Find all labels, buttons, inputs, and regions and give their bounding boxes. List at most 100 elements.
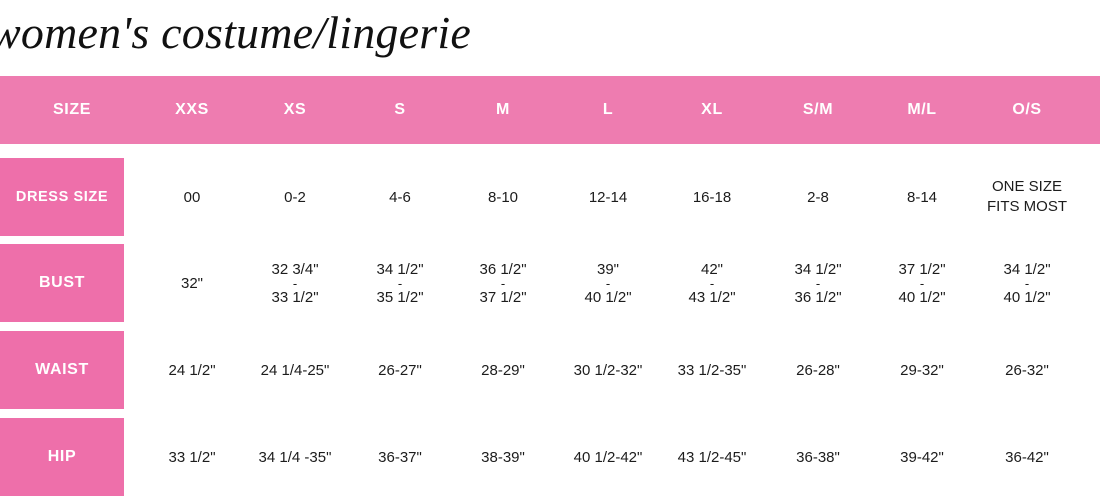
cell-bust-s: 34 1/2" -35 1/2": [338, 244, 462, 322]
cell-line: 36 1/2": [479, 260, 527, 278]
cell-line: -: [1024, 275, 1030, 291]
cell-line: FITS MOST: [987, 198, 1067, 215]
cell-dress-size-ml: 8-14: [860, 158, 984, 236]
cell-line: -: [500, 275, 506, 291]
cell-dress-size-xs: 0-2: [233, 158, 357, 236]
cell-line: 39": [596, 260, 619, 278]
cell-line: 36-42": [1005, 448, 1049, 466]
column-header-m: M: [496, 101, 510, 118]
cell-bust-xl: 42" -43 1/2": [650, 244, 774, 322]
cell-line: ONE SIZE: [991, 178, 1062, 195]
table-header-row: SIZE XXS XS S M L XL S/M M/L O/S: [0, 76, 1100, 144]
cell-line: 26-28": [796, 361, 840, 379]
table-row: DRESS SIZE 00 0-2 4-6 8-10 12-14 16-18 2-8 8-14 O…: [0, 158, 1100, 236]
column-header-size: SIZE: [53, 101, 91, 118]
cell-line: 37 1/2": [479, 288, 527, 306]
cell-line: -: [815, 275, 821, 291]
cell-waist-xs: 24 1/4-25": [233, 331, 357, 409]
cell-line: 30 1/2-32": [573, 361, 643, 379]
cell-line: 0-2: [284, 188, 306, 206]
cell-line: 4-6: [389, 188, 411, 206]
cell-hip-os: 36-42": [965, 418, 1089, 496]
cell-line: 24 1/2": [168, 361, 216, 379]
cell-hip-xxs: 33 1/2": [130, 418, 254, 496]
row-label-hip: HIP: [0, 418, 124, 496]
column-header-xs: XS: [283, 101, 307, 118]
cell-line: -: [709, 275, 715, 291]
cell-line: 36 1/2": [794, 288, 842, 306]
cell-line: 28-29": [481, 361, 525, 379]
cell-line: 43 1/2-45": [677, 448, 747, 466]
column-header-sm: S/M: [802, 101, 834, 118]
cell-dress-size-l: 12-14: [546, 158, 670, 236]
page-title: women's costume/lingerie: [0, 7, 471, 58]
cell-bust-m: 36 1/2" -37 1/2": [441, 244, 565, 322]
cell-line: 40 1/2-42": [573, 448, 643, 466]
cell-waist-xl: 33 1/2-35": [650, 331, 774, 409]
row-label-bust: BUST: [0, 244, 124, 322]
table-row: WAIST 24 1/2" 24 1/4-25" 26-27" 28-29" 30 1/2…: [0, 331, 1100, 409]
row-label-dress-size: DRESS SIZE: [0, 158, 124, 236]
cell-waist-os: 26-32": [965, 331, 1089, 409]
cell-line: 40 1/2": [584, 288, 632, 306]
cell-dress-size-s: 4-6: [338, 158, 462, 236]
cell-hip-s: 36-37": [338, 418, 462, 496]
cell-waist-m: 28-29": [441, 331, 565, 409]
cell-line: 8-10: [487, 188, 519, 206]
column-header-xl: XL: [701, 101, 723, 118]
row-label-waist: WAIST: [0, 331, 124, 409]
cell-waist-ml: 29-32": [860, 331, 984, 409]
column-header-s: S: [394, 101, 406, 118]
cell-waist-s: 26-27": [338, 331, 462, 409]
cell-line: 34 1/4 -35": [258, 448, 332, 466]
cell-line: 35 1/2": [376, 288, 424, 306]
cell-waist-l: 30 1/2-32": [546, 331, 670, 409]
cell-line: 42": [700, 260, 723, 278]
cell-line: 33 1/2": [168, 448, 216, 466]
cell-line: 29-32": [900, 361, 944, 379]
cell-waist-xxs: 24 1/2": [130, 331, 254, 409]
cell-line: 43 1/2": [688, 288, 736, 306]
cell-bust-xs: 32 3/4" -33 1/2": [233, 244, 357, 322]
cell-hip-xs: 34 1/4 -35": [233, 418, 357, 496]
cell-line: 40 1/2": [1003, 288, 1051, 306]
cell-line: -: [292, 275, 298, 291]
cell-dress-size-sm: 2-8: [756, 158, 880, 236]
cell-bust-l: 39" -40 1/2": [546, 244, 670, 322]
cell-line: 32 3/4": [271, 260, 319, 278]
cell-bust-sm: 34 1/2" -36 1/2": [756, 244, 880, 322]
cell-hip-l: 40 1/2-42": [546, 418, 670, 496]
cell-hip-m: 38-39": [441, 418, 565, 496]
cell-line: 32": [180, 274, 203, 292]
cell-bust-ml: 37 1/2" -40 1/2": [860, 244, 984, 322]
cell-line: 33 1/2-35": [677, 361, 747, 379]
cell-bust-xxs: 32": [130, 244, 254, 322]
cell-hip-ml: 39-42": [860, 418, 984, 496]
cell-line: 38-39": [481, 448, 525, 466]
cell-line: 36-37": [378, 448, 422, 466]
cell-line: -: [919, 275, 925, 291]
cell-line: 34 1/2": [794, 260, 842, 278]
cell-dress-size-xl: 16-18: [650, 158, 774, 236]
cell-line: 00: [183, 188, 201, 206]
cell-line: 26-27": [378, 361, 422, 379]
cell-line: 34 1/2": [376, 260, 424, 278]
cell-line: 37 1/2": [898, 260, 946, 278]
cell-bust-os: 34 1/2" -40 1/2": [965, 244, 1089, 322]
cell-hip-sm: 36-38": [756, 418, 880, 496]
column-header-os: O/S: [1012, 101, 1042, 118]
cell-dress-size-os: ONE SIZE FITS MOST: [965, 158, 1089, 236]
cell-line: 16-18: [692, 188, 732, 206]
cell-line: 24 1/4-25": [260, 361, 330, 379]
column-header-l: L: [602, 101, 614, 118]
cell-line: 12-14: [588, 188, 628, 206]
cell-line: 36-38": [796, 448, 840, 466]
cell-line: -: [605, 275, 611, 291]
column-header-xxs: XXS: [175, 101, 209, 118]
cell-line: 2-8: [807, 188, 829, 206]
cell-line: 40 1/2": [898, 288, 946, 306]
cell-line: 39-42": [900, 448, 944, 466]
cell-waist-sm: 26-28": [756, 331, 880, 409]
table-row: HIP 33 1/2" 34 1/4 -35" 36-37" 38-39" 40 1/2-…: [0, 418, 1100, 496]
